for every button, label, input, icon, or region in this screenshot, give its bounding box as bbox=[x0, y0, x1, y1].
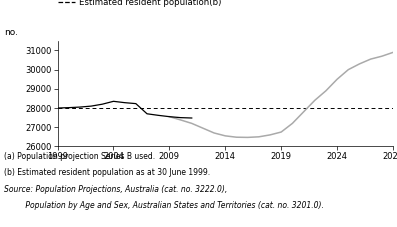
Text: (a) Population projection Series B used.: (a) Population projection Series B used. bbox=[4, 152, 155, 161]
Text: no.: no. bbox=[4, 28, 18, 37]
Text: (b) Estimated resident population as at 30 June 1999.: (b) Estimated resident population as at … bbox=[4, 168, 210, 178]
Text: Population by Age and Sex, Australian States and Territories (cat. no. 3201.0).: Population by Age and Sex, Australian St… bbox=[4, 201, 324, 210]
Text: Source: Population Projections, Australia (cat. no. 3222.0),: Source: Population Projections, Australi… bbox=[4, 185, 227, 194]
Legend: Estimated resident population, Population projection(a), Estimated resident popu: Estimated resident population, Populatio… bbox=[58, 0, 222, 7]
